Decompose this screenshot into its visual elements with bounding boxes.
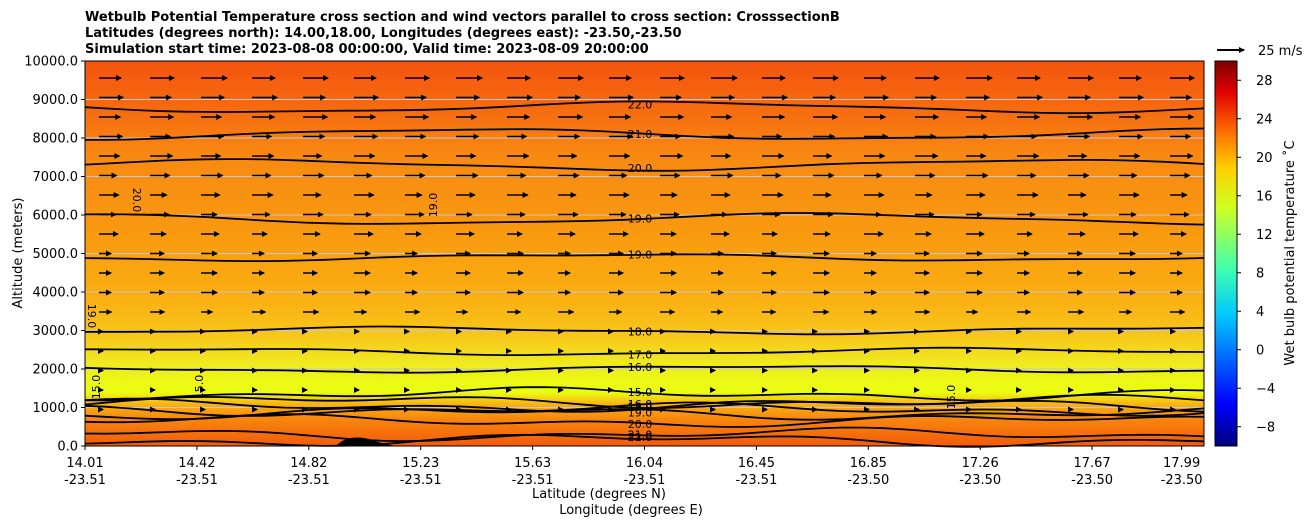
contour-label: 20.0 [628,418,653,431]
contour-side-label: 20.0 [130,188,143,213]
colorbar-label: Wet bulb potential temperature ˚C [1282,140,1298,365]
y-tick-label: 10000.0 [24,55,78,70]
contour-line [84,212,1205,226]
x-tick-label-lat: 17.99 [1163,456,1200,471]
contour-label: 21.0 [628,128,653,141]
contour-side-label: 15.0 [945,385,958,410]
x-axis-label-longitude: Longitude (degrees E) [559,503,703,518]
y-axis: 0.0 1000.0 2000.0 3000.0 4000.0 5000.0 6000.0 7… [24,55,85,455]
colorbar-tick-label: 16 [1256,189,1273,204]
colorbar-tick-label: 28 [1256,74,1273,89]
contour-lines [84,100,1205,448]
contour-line [84,413,1205,428]
colorbar [1214,60,1238,447]
x-tick-label-lat: 15.63 [514,456,551,471]
y-tick-label: 0.0 [57,440,78,455]
y-tick-label: 4000.0 [33,286,79,301]
wind-vectors [98,75,1195,413]
y-tick-label: 9000.0 [33,93,79,108]
quiver-key-label: 25 m/s [1258,44,1303,59]
contour-labels: 22.021.020.019.019.018.017.016.015.016.0… [85,98,958,444]
x-tick-label-lat: 14.01 [66,456,103,471]
x-tick-label-lon: -23.51 [64,473,106,488]
colorbar-ticks: −8 −4 0 4 8 12 16 20 24 28 [1237,74,1275,435]
colorbar-tick-label: −8 [1256,420,1275,435]
colorbar-tick-label: −4 [1256,382,1275,397]
contour-label: 22.0 [628,98,653,111]
chart-title-line-1: Wetbulb Potential Temperature cross sect… [85,10,840,25]
y-axis-label: Altitude (meters) [11,198,26,309]
contour-label: 16.0 [628,398,653,411]
contour-line [84,100,1205,115]
x-tick-label-lon: -23.51 [288,473,330,488]
x-tick-label-lat: 17.67 [1073,456,1110,471]
contour-label: 22.0 [628,431,653,444]
chart-title-line-3: Simulation start time: 2023-08-08 00:00:… [85,42,649,57]
x-tick-label-lat: 16.85 [850,456,887,471]
contour-label: 20.0 [628,162,653,175]
contour-side-label: 15.0 [90,375,103,400]
x-tick-label-lon: -23.51 [176,473,218,488]
contour-label: 17.0 [628,401,653,414]
contour-line [84,426,1205,443]
contour-side-label: 19.0 [85,304,98,329]
chart-title-line-2: Latitudes (degrees north): 14.00,18.00, … [85,26,682,41]
x-tick-label-lon: -23.50 [847,473,889,488]
contour-label: 18.0 [628,401,653,414]
contour-label: 19.0 [628,406,653,419]
x-tick-label-lon: -23.51 [512,473,554,488]
y-tick-label: 7000.0 [33,170,79,185]
contour-label: 15.0 [628,386,653,399]
x-tick-label-lon: -23.51 [735,473,777,488]
x-tick-label-lat: 14.82 [290,456,327,471]
y-tick-label: 6000.0 [33,209,79,224]
x-tick-label-lon: -23.50 [1071,473,1113,488]
contour-side-label: 19.0 [427,193,440,218]
x-tick-label-lon: -23.51 [400,473,442,488]
y-tick-label: 8000.0 [33,132,79,147]
contour-side-label: 15.0 [193,375,206,400]
contour-line [84,325,1205,336]
x-tick-label-lat: 16.04 [626,456,663,471]
contour-line [84,407,1205,421]
colorbar-tick-label: 20 [1256,151,1273,166]
contour-line [84,433,1205,448]
contour-line [84,253,1205,262]
x-tick-label-lon: -23.50 [959,473,1001,488]
contour-line [84,158,1205,172]
x-axis: 14.01 -23.51 14.42 -23.51 14.82 -23.51 15.23 -2… [64,446,1203,488]
contour-label: 19.0 [628,212,653,225]
x-tick-label-lon: -23.51 [624,473,666,488]
x-tick-label-lat: 16.45 [738,456,775,471]
contour-line [84,401,1205,417]
x-tick-label-lat: 17.26 [962,456,999,471]
colorbar-tick-label: 8 [1256,266,1264,281]
y-tick-label: 5000.0 [33,247,79,262]
y-tick-label: 3000.0 [33,324,79,339]
x-tick-label-lat: 14.42 [178,456,215,471]
contour-label: 19.0 [628,248,653,261]
colorbar-tick-label: 12 [1256,228,1273,243]
contour-label: 16.0 [628,361,653,374]
colorbar-tick-label: 24 [1256,112,1273,127]
contour-label: 18.0 [628,326,653,339]
terrain [336,437,395,446]
contour-label: 21.0 [628,428,653,441]
contour-line [85,127,1205,141]
contour-label: 17.0 [628,348,653,361]
contour-line [84,365,1205,374]
contour-line [84,346,1205,356]
y-tick-label: 2000.0 [33,363,79,378]
x-tick-label-lat: 15.23 [402,456,439,471]
colorbar-tick-label: 4 [1256,305,1264,320]
x-tick-label-lon: -23.50 [1161,473,1203,488]
x-axis-label-latitude: Latitude (degrees N) [532,487,666,502]
colorbar-tick-label: 0 [1256,343,1264,358]
y-tick-label: 1000.0 [33,401,79,416]
